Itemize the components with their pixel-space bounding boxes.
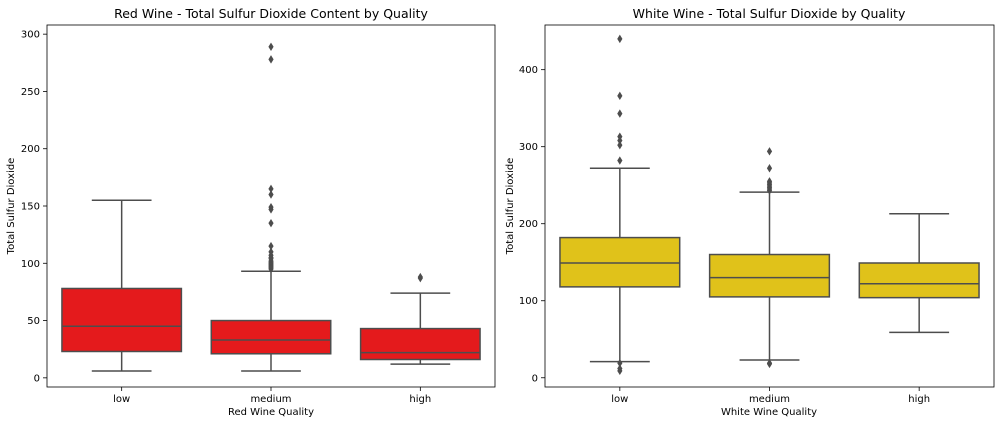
outlier-point (617, 91, 623, 101)
y-tick-label: 300 (519, 142, 538, 153)
red-wine-panel: Red Wine - Total Sulfur Dioxide Content … (6, 6, 496, 418)
outlier-point (617, 364, 623, 373)
x-tick-label: medium (250, 394, 291, 405)
y-tick-label: 150 (21, 202, 40, 213)
x-axis-label: Red Wine Quality (228, 407, 314, 418)
y-tick-label: 200 (21, 144, 40, 155)
box-body (210, 319, 332, 355)
outlier-point (766, 177, 773, 186)
white-wine-panel: White Wine - Total Sulfur Dioxide by Qua… (505, 6, 995, 418)
boxes (61, 42, 481, 372)
x-axis-ticks: low medium high (113, 387, 431, 405)
x-tick-label: low (611, 394, 628, 405)
y-tick-label: 50 (27, 316, 40, 327)
y-tick-label: 100 (519, 296, 538, 307)
outlier-point (268, 55, 274, 64)
box-high (858, 212, 980, 334)
y-axis-ticks: 0 50 100 150 200 250 300 (21, 30, 47, 384)
outlier-point (766, 358, 773, 368)
y-tick-label: 200 (519, 219, 538, 230)
outlier-point (617, 358, 623, 368)
y-axis-label: Total Sulfur Dioxide (6, 158, 17, 256)
x-tick-label: high (908, 394, 930, 405)
y-tick-label: 250 (21, 87, 40, 98)
box-body (559, 236, 681, 288)
box-high (359, 272, 481, 365)
outlier-point (617, 109, 623, 118)
outlier-point (617, 140, 623, 150)
outlier-point (268, 202, 274, 212)
plot-frame (544, 24, 995, 388)
y-axis-label: Total Sulfur Dioxide (505, 158, 516, 256)
outlier-point (268, 247, 274, 257)
y-axis-ticks: 0 100 200 300 400 (519, 65, 545, 384)
box-body (359, 327, 481, 361)
box-low (559, 34, 681, 376)
outlier-point (617, 34, 623, 44)
box-body (708, 253, 831, 298)
box-low (61, 199, 183, 372)
y-tick-label: 100 (21, 259, 40, 270)
box-body (858, 262, 980, 299)
outlier-point (617, 156, 623, 165)
outlier-point (268, 218, 274, 228)
y-tick-label: 0 (34, 373, 40, 384)
y-tick-label: 0 (532, 373, 538, 384)
x-tick-label: low (113, 394, 130, 405)
x-tick-label: high (409, 394, 431, 405)
outlier-point (766, 164, 773, 173)
box-medium (210, 42, 332, 372)
outlier-point (268, 42, 274, 51)
x-tick-label: medium (749, 394, 790, 405)
y-tick-label: 300 (21, 30, 40, 41)
y-tick-label: 400 (519, 65, 538, 76)
outlier-point (268, 241, 274, 251)
boxes (559, 34, 980, 376)
outlier-point (417, 272, 423, 282)
plot-frame (46, 24, 496, 388)
outlier-point (268, 184, 274, 194)
x-axis-ticks: low medium high (611, 387, 930, 405)
outlier-point (268, 190, 274, 199)
box-body (61, 287, 183, 353)
chart-title: Red Wine - Total Sulfur Dioxide Content … (114, 6, 428, 21)
x-axis-label: White Wine Quality (721, 407, 817, 418)
outlier-point (766, 147, 773, 156)
box-medium (708, 147, 831, 369)
chart-title: White Wine - Total Sulfur Dioxide by Qua… (633, 6, 906, 21)
outlier-point (617, 132, 623, 141)
